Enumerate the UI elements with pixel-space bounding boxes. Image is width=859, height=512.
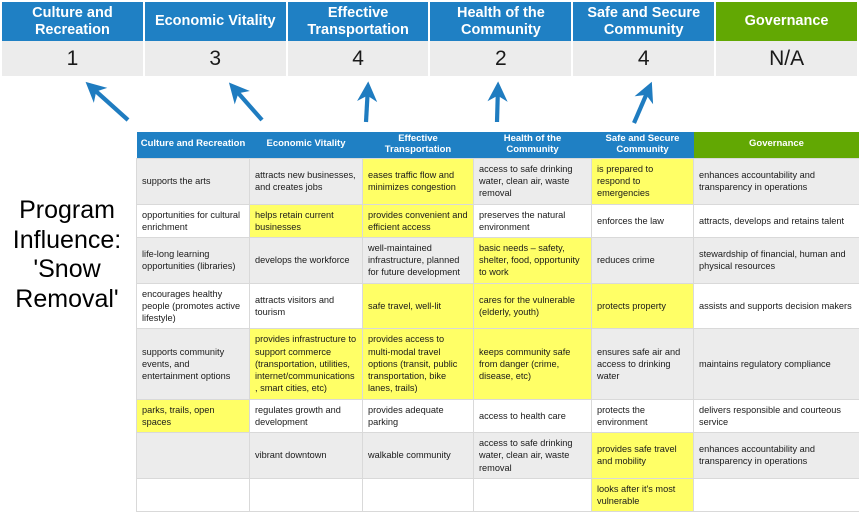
matrix-row: supports community events, and entertain… (137, 329, 859, 399)
matrix-header-governance: Governance (694, 132, 859, 158)
arrow-connector-layer (0, 76, 859, 134)
matrix-cell: opportunities for cultural enrichment (137, 204, 250, 237)
matrix-cell: protects property (592, 283, 694, 329)
program-influence-line-3: 'Snow (0, 255, 134, 285)
matrix-row: encourages healthy people (promotes acti… (137, 283, 859, 329)
matrix-cell: enforces the law (592, 204, 694, 237)
matrix-cell: enhances accountability and transparency… (694, 433, 859, 479)
matrix-cell: keeps community safe from danger (crime,… (474, 329, 592, 399)
matrix-cell: reduces crime (592, 238, 694, 284)
matrix-cell (137, 478, 250, 511)
matrix-header-health-of-the-community: Health of the Community (474, 132, 592, 158)
score-header-economic-vitality: Economic Vitality (144, 1, 287, 41)
arrow-4-health-of-the-community (497, 86, 498, 122)
matrix-cell: access to health care (474, 399, 592, 432)
score-header-health-of-the-community: Health of the Community (429, 1, 572, 41)
matrix-cell: life-long learning opportunities (librar… (137, 238, 250, 284)
matrix-cell: preserves the natural environment (474, 204, 592, 237)
matrix-row: life-long learning opportunities (librar… (137, 238, 859, 284)
score-header-governance: Governance (715, 1, 858, 41)
matrix-cell: provides access to multi-modal travel op… (363, 329, 474, 399)
matrix-cell: regulates growth and development (250, 399, 363, 432)
matrix-cell: vibrant downtown (250, 433, 363, 479)
matrix-cell: develops the workforce (250, 238, 363, 284)
matrix-cell: provides safe travel and mobility (592, 433, 694, 479)
matrix-cell: delivers responsible and courteous servi… (694, 399, 859, 432)
matrix-cell: is prepared to respond to emergencies (592, 158, 694, 204)
matrix-cell (250, 478, 363, 511)
influence-matrix-container: Culture and Recreation Economic Vitality… (136, 132, 859, 512)
matrix-cell: supports community events, and entertain… (137, 329, 250, 399)
arrow-1-culture-and-recreation (89, 85, 128, 120)
matrix-cell (363, 478, 474, 511)
matrix-cell: looks after it's most vulnerable (592, 478, 694, 511)
influence-matrix-table: Culture and Recreation Economic Vitality… (136, 132, 859, 512)
score-value-safe-and-secure-community: 4 (572, 41, 715, 77)
score-value-health-of-the-community: 2 (429, 41, 572, 77)
matrix-cell: provides adequate parking (363, 399, 474, 432)
matrix-cell: protects the environment (592, 399, 694, 432)
score-header-culture-and-recreation: Culture and Recreation (1, 1, 144, 41)
score-value-culture-and-recreation: 1 (1, 41, 144, 77)
matrix-cell: encourages healthy people (promotes acti… (137, 283, 250, 329)
score-header-effective-transportation: Effective Transportation (287, 1, 430, 41)
matrix-cell: ensures safe air and access to drinking … (592, 329, 694, 399)
matrix-cell (474, 478, 592, 511)
matrix-cell: well-maintained infrastructure, planned … (363, 238, 474, 284)
matrix-cell: provides infrastructure to support comme… (250, 329, 363, 399)
matrix-cell: safe travel, well-lit (363, 283, 474, 329)
matrix-cell: walkable community (363, 433, 474, 479)
matrix-header-effective-transportation: Effective Transportation (363, 132, 474, 158)
matrix-cell: assists and supports decision makers (694, 283, 859, 329)
score-value-effective-transportation: 4 (287, 41, 430, 77)
matrix-cell: supports the arts (137, 158, 250, 204)
matrix-cell: provides convenient and efficient access (363, 204, 474, 237)
score-value-governance: N/A (715, 41, 858, 77)
matrix-header-row: Culture and Recreation Economic Vitality… (137, 132, 859, 158)
matrix-cell (137, 433, 250, 479)
matrix-header-culture-and-recreation: Culture and Recreation (137, 132, 250, 158)
matrix-header-economic-vitality: Economic Vitality (250, 132, 363, 158)
program-influence-line-4: Removal' (0, 285, 134, 315)
matrix-cell: eases traffic flow and minimizes congest… (363, 158, 474, 204)
priority-score-table: Culture and Recreation Economic Vitality… (0, 0, 859, 78)
score-table-header-row: Culture and Recreation Economic Vitality… (1, 1, 858, 41)
arrow-3-effective-transportation (366, 86, 368, 122)
score-header-safe-and-secure-community: Safe and Secure Community (572, 1, 715, 41)
matrix-cell: attracts visitors and tourism (250, 283, 363, 329)
matrix-cell: attracts new businesses, and creates job… (250, 158, 363, 204)
matrix-cell: stewardship of financial, human and phys… (694, 238, 859, 284)
matrix-cell: access to safe drinking water, clean air… (474, 158, 592, 204)
matrix-cell: attracts, develops and retains talent (694, 204, 859, 237)
matrix-cell (694, 478, 859, 511)
arrow-2-economic-vitality (232, 86, 262, 120)
matrix-header-safe-and-secure-community: Safe and Secure Community (592, 132, 694, 158)
matrix-cell: basic needs – safety, shelter, food, opp… (474, 238, 592, 284)
matrix-row: looks after it's most vulnerable (137, 478, 859, 511)
arrow-5-safe-and-secure-community (634, 86, 650, 123)
score-value-economic-vitality: 3 (144, 41, 287, 77)
score-table-value-row: 1 3 4 2 4 N/A (1, 41, 858, 77)
program-influence-line-1: Program (0, 196, 134, 226)
program-influence-label: Program Influence: 'Snow Removal' (0, 196, 134, 314)
matrix-cell: maintains regulatory compliance (694, 329, 859, 399)
matrix-cell: access to safe drinking water, clean air… (474, 433, 592, 479)
matrix-cell: cares for the vulnerable (elderly, youth… (474, 283, 592, 329)
matrix-cell: enhances accountability and transparency… (694, 158, 859, 204)
program-influence-line-2: Influence: (0, 226, 134, 256)
matrix-cell: helps retain current businesses (250, 204, 363, 237)
matrix-cell: parks, trails, open spaces (137, 399, 250, 432)
